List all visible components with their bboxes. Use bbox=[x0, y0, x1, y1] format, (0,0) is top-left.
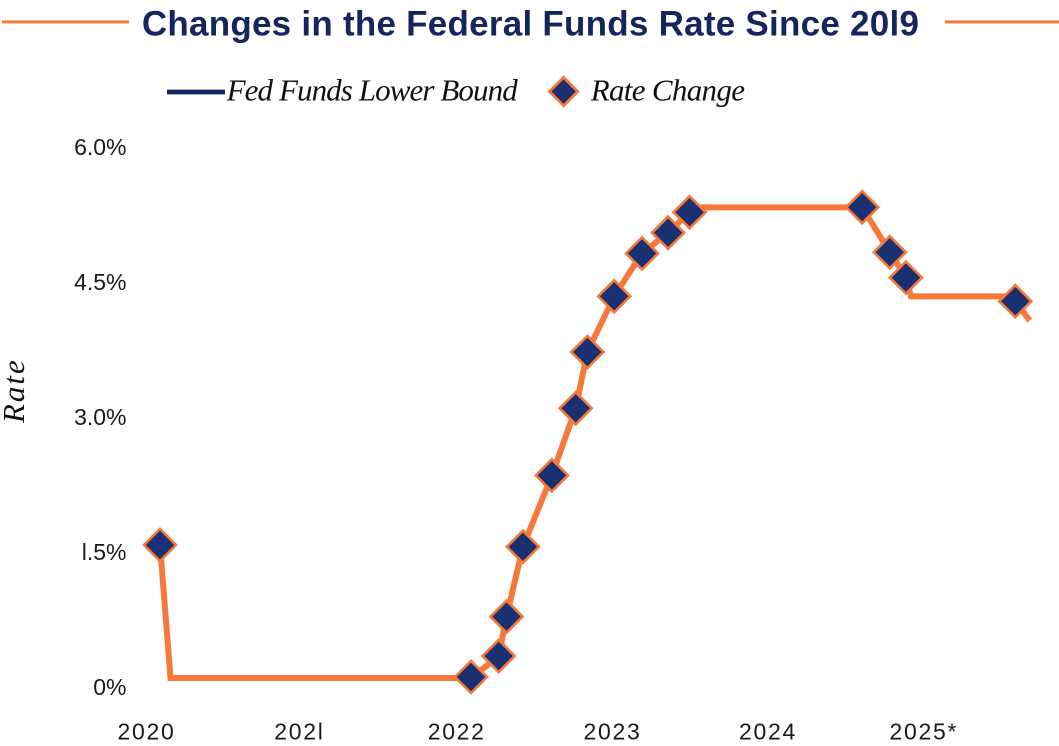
svg-text:2020: 2020 bbox=[118, 719, 176, 745]
svg-text:3.0%: 3.0% bbox=[74, 404, 126, 430]
svg-text:202l: 202l bbox=[274, 719, 324, 745]
svg-text:2025*: 2025* bbox=[889, 719, 958, 745]
svg-text:Changes in the Federal Funds R: Changes in the Federal Funds Rate Since … bbox=[142, 4, 919, 43]
svg-text:4.5%: 4.5% bbox=[74, 269, 126, 295]
svg-text:0%: 0% bbox=[93, 674, 126, 700]
svg-text:l.5%: l.5% bbox=[82, 539, 127, 565]
svg-text:2023: 2023 bbox=[584, 719, 642, 745]
svg-text:Fed Funds Lower Bound: Fed Funds Lower Bound bbox=[226, 73, 519, 108]
svg-text:Rate: Rate bbox=[0, 358, 31, 424]
svg-text:Rate Change: Rate Change bbox=[590, 73, 746, 108]
svg-text:2022: 2022 bbox=[428, 719, 486, 745]
svg-text:2024: 2024 bbox=[739, 719, 797, 745]
svg-text:6.0%: 6.0% bbox=[74, 134, 126, 160]
